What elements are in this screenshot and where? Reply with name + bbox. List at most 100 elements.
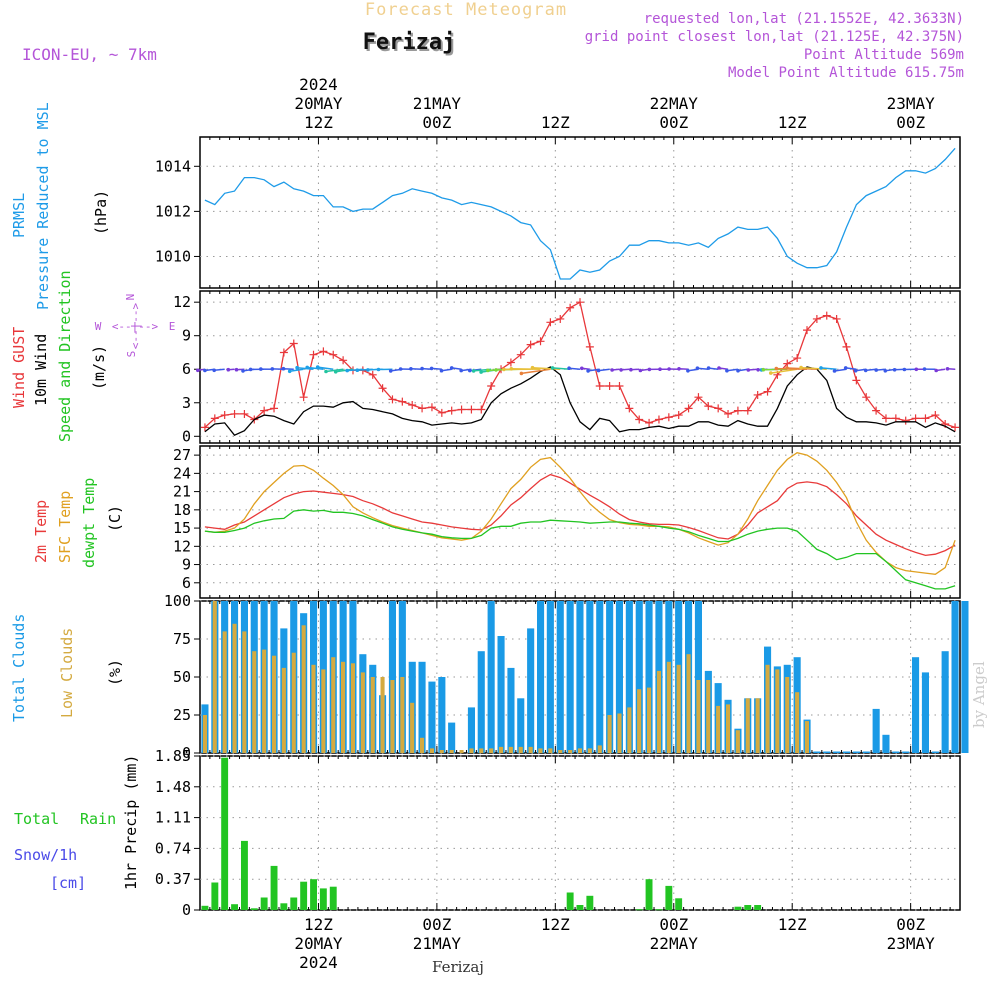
total-rain-bar: [576, 905, 584, 910]
y-tick-label: 1014: [155, 157, 191, 175]
total-rain-bar: [260, 897, 268, 910]
wind-10m-label: 10m Wind: [32, 334, 50, 406]
time-label: 12Z: [541, 915, 570, 934]
total-rain-bar: [586, 895, 594, 910]
total-rain-bar: [665, 885, 673, 910]
pressure-panel: 1010 1012 1014: [155, 136, 961, 289]
pressure-unit-label: (hPa): [92, 190, 110, 235]
wind-arrow-head: [677, 367, 681, 371]
total-clouds-bar: [576, 601, 584, 753]
low-clouds-bar: [400, 677, 405, 753]
total-clouds-bar: [418, 661, 426, 753]
total-clouds-bar: [833, 751, 841, 753]
low-clouds-bar: [341, 661, 346, 753]
low-clouds-bar: [686, 654, 691, 753]
wind-gust-label: Wind GUST: [10, 327, 28, 408]
low-clouds-bar: [489, 748, 494, 753]
low-clouds-bar: [508, 746, 513, 753]
wind-arrow-head: [736, 368, 740, 373]
gust-point: [743, 406, 752, 415]
wind-arrow-head: [486, 368, 490, 373]
wind-direction-arrow: [598, 368, 610, 372]
wind-direction-arrow: [801, 366, 827, 370]
y-tick-label: 21: [173, 483, 191, 501]
gust-point: [674, 411, 683, 420]
total-clouds-bar: [556, 601, 564, 753]
10m-wind-line: [204, 366, 956, 437]
gust-point: [951, 423, 960, 432]
total-rain-bar: [655, 909, 663, 911]
low-clouds-bar: [281, 667, 286, 753]
y-tick-label: 75: [173, 630, 191, 648]
wind-arrow-head: [471, 369, 476, 373]
wind-arrow-head: [586, 369, 590, 373]
total-rain-bar: [221, 757, 229, 910]
low-clouds-label: Low Clouds: [58, 628, 76, 718]
gust-point: [368, 370, 377, 379]
total-clouds-bar: [487, 601, 495, 753]
gust-point: [862, 393, 871, 402]
panel-frame: [199, 136, 961, 289]
wind-arrow-head: [270, 367, 275, 371]
wind-arrow-head: [843, 366, 848, 370]
time-label: 12Z: [778, 915, 807, 934]
low-clouds-bar: [676, 664, 681, 753]
wind-arrow-head: [196, 368, 200, 373]
time-label: 22MAY: [650, 934, 699, 953]
wind-arrow-head: [502, 367, 506, 372]
wind-arrow-head: [550, 366, 555, 370]
compass-w: W: [95, 320, 102, 333]
total-rain-bar: [250, 908, 258, 910]
total-clouds-bar: [931, 751, 939, 753]
time-label: 23MAY: [887, 934, 936, 953]
total-clouds-label: Total Clouds: [10, 614, 28, 722]
gust-point: [585, 342, 594, 351]
low-clouds-bar: [548, 748, 553, 753]
gust-point: [506, 358, 515, 367]
wind-arrow-head: [629, 367, 633, 372]
wind-arrow-head: [409, 367, 413, 371]
total-clouds-bar: [902, 751, 910, 753]
2m-temp-line: [204, 473, 956, 557]
gust-point: [289, 339, 298, 348]
wind-arrow-head: [324, 369, 328, 374]
low-clouds-bar: [577, 748, 582, 753]
total-clouds-bar: [497, 636, 505, 753]
low-clouds-bar: [311, 664, 316, 753]
low-clouds-bar: [499, 746, 504, 753]
time-label: 21MAY: [413, 94, 462, 113]
model-label: ICON-EU, ~ 7km: [22, 45, 157, 64]
total-rain-bar: [754, 905, 762, 910]
wind-arrow-head: [203, 368, 207, 373]
low-clouds-bar: [745, 698, 750, 753]
low-clouds-bar: [390, 680, 395, 753]
total-rain-bar: [329, 886, 337, 910]
gust-point: [704, 402, 713, 411]
total-clouds-bar: [951, 601, 959, 753]
wind-direction-arrow: [297, 366, 314, 370]
total-rain-bar: [635, 909, 643, 911]
wind-arrow-head: [785, 366, 789, 370]
gust-point: [812, 314, 821, 323]
gust-point: [654, 415, 663, 424]
low-clouds-bar: [272, 655, 277, 753]
wind-arrow-head: [902, 367, 907, 372]
wind-direction-arrow: [834, 368, 847, 372]
wind-arrow-head: [883, 369, 888, 373]
clouds-panel: 0 25 50 75 100: [164, 592, 969, 762]
low-clouds-bar: [469, 748, 474, 753]
low-clouds-bar: [706, 680, 711, 753]
wind-arrow-head: [774, 366, 779, 371]
low-clouds-bar: [558, 750, 563, 753]
total-clouds-bar: [606, 601, 614, 753]
time-label: 00Z: [659, 915, 688, 934]
gust-point: [753, 390, 762, 399]
compass-rose: N S W E <--|--> <--|-->: [95, 294, 176, 358]
compass-e: E: [169, 320, 176, 333]
total-clouds-bar: [694, 601, 702, 753]
model-point-altitude: Model Point Altitude 615.75m: [728, 65, 964, 81]
low-clouds-bar: [321, 669, 326, 753]
clouds-unit-label: (%): [106, 659, 124, 686]
total-clouds-bar: [892, 751, 900, 753]
total-clouds-bar: [448, 722, 456, 753]
